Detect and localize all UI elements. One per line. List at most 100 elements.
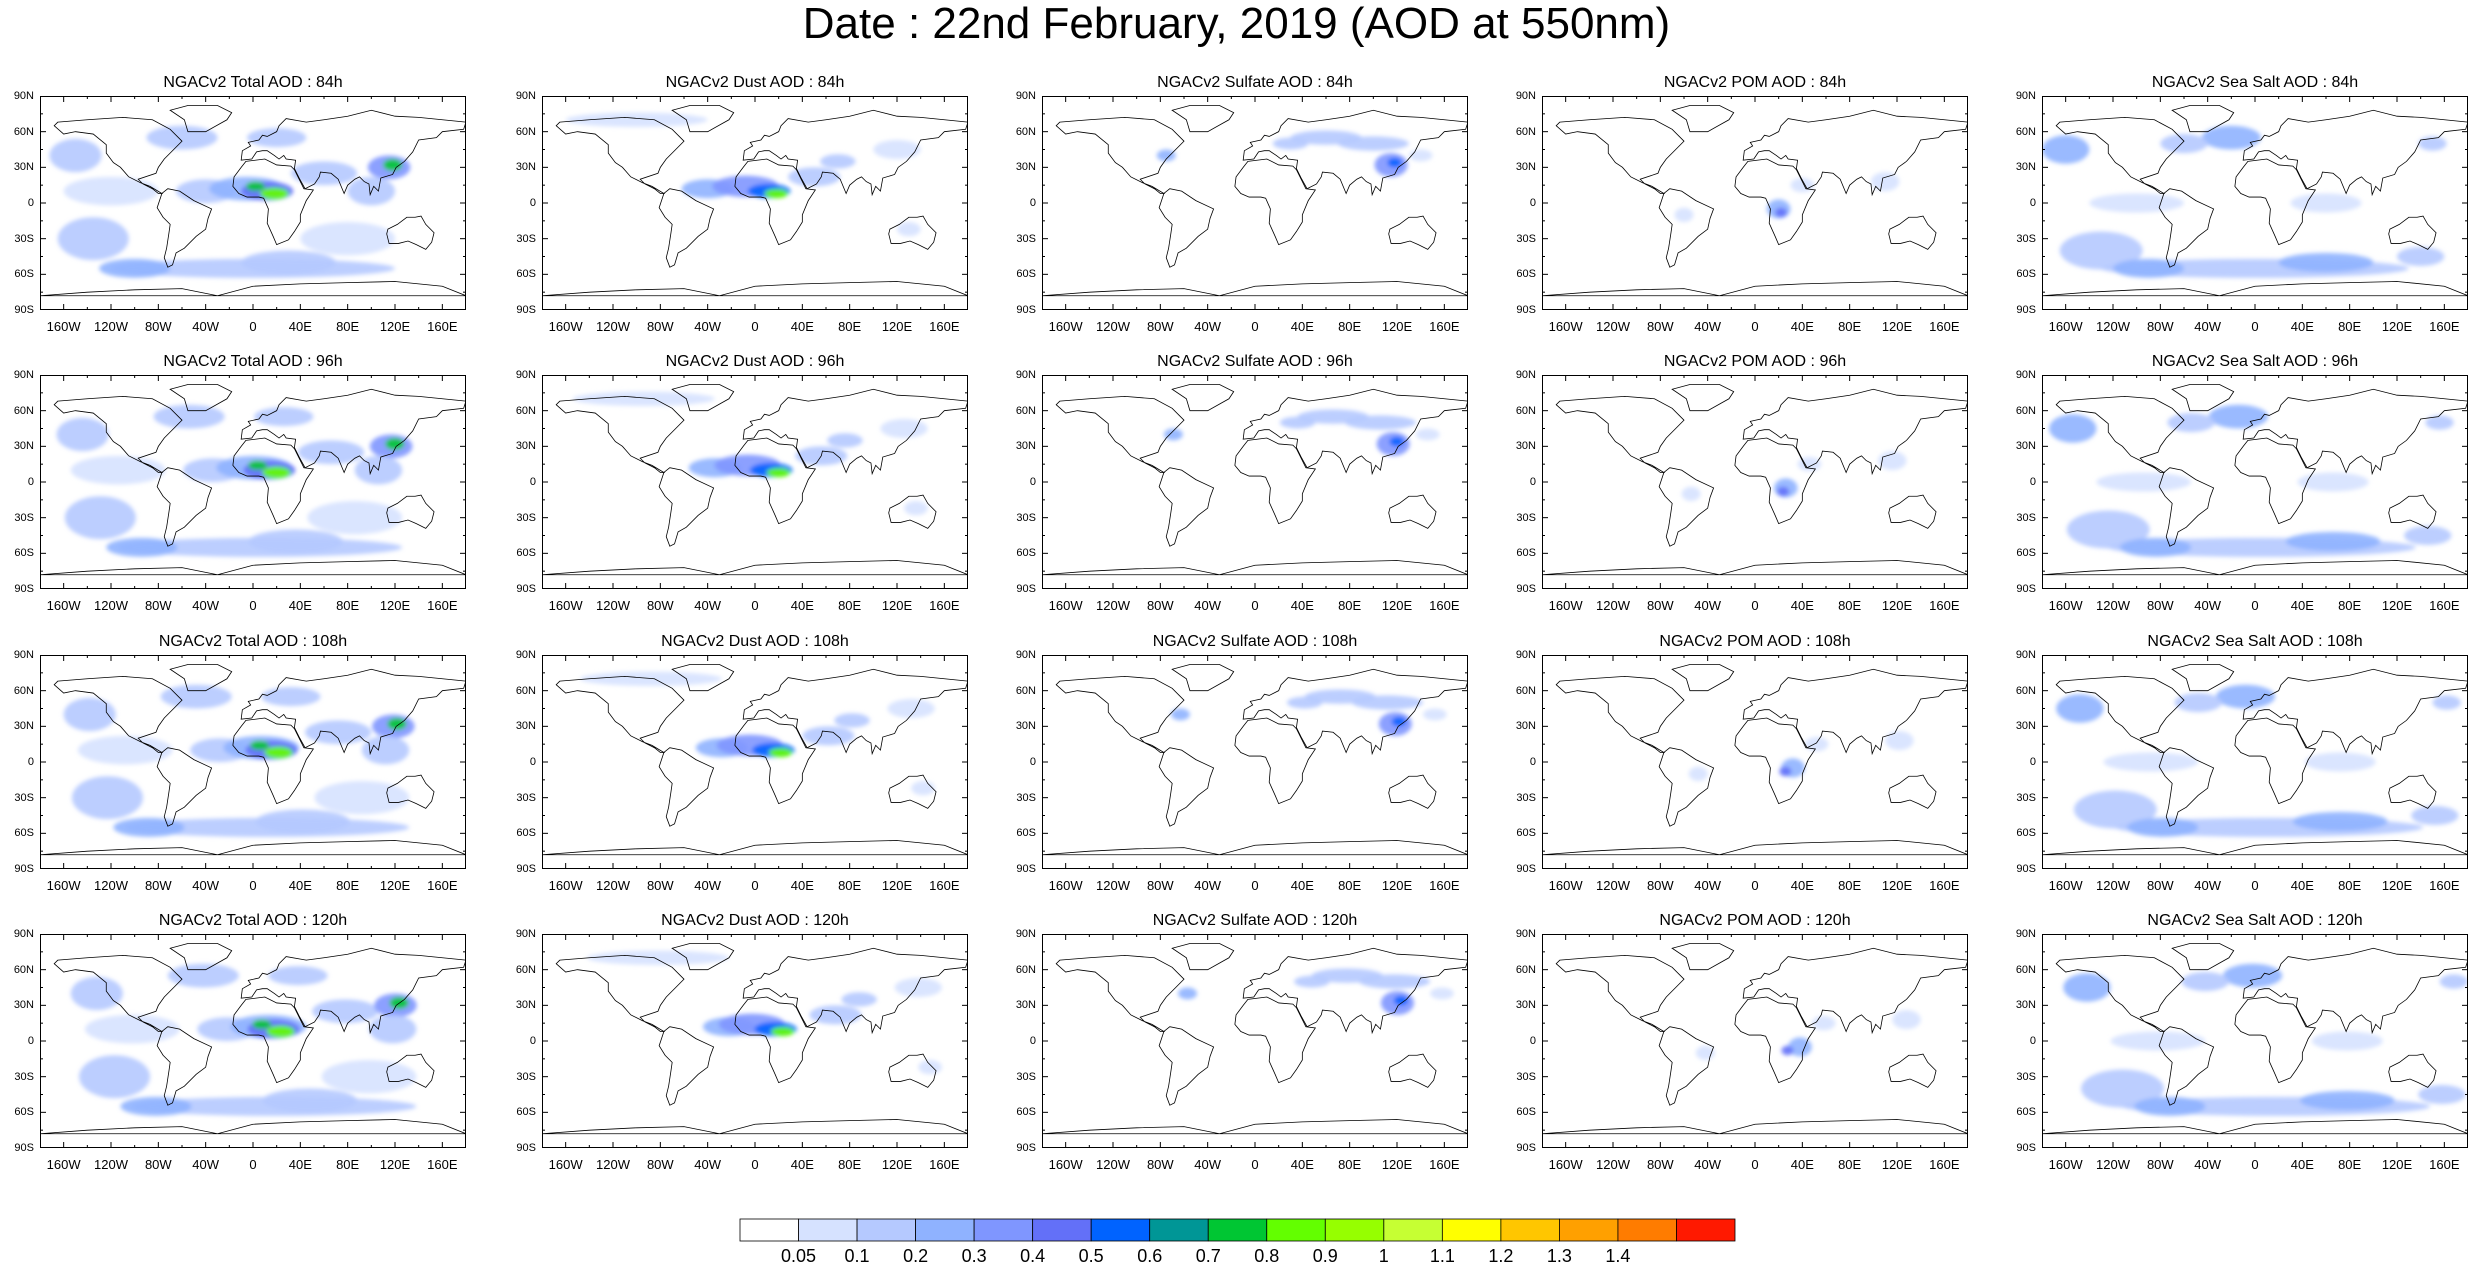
longitude-label: 120E [881,1157,913,1172]
panel-title: NGACv2 Total AOD : 96h [163,353,343,370]
aerosol-plume [2278,252,2374,272]
longitude-label: 40W [1694,598,1722,613]
aerosol-plume [2127,817,2199,837]
latitude-label: 90N [515,369,536,381]
latitude-label: 90N [1515,90,1536,102]
latitude-label: 90N [515,928,536,940]
aerosol-plume [894,977,942,998]
aerosol-plume [70,455,166,485]
longitude-label: 160W [46,878,81,893]
longitude-label: 80E [1338,598,1362,613]
aerosol-plume [911,781,935,796]
colorbar-label: 1.1 [1429,1246,1455,1266]
latitude-label: 0 [529,1035,536,1047]
aod-map [1542,375,1968,589]
coastline [240,109,466,197]
aerosol-plume [153,404,225,429]
coastline [2055,116,2185,194]
coastline [1158,467,1215,547]
aerosol-plume [1878,451,1907,471]
colorbar-label: 0.3 [961,1246,987,1266]
longitude-label: 0 [1251,1157,1259,1172]
aerosol-plume [918,1060,942,1075]
coastline [671,943,735,971]
aerosol-plume [63,176,159,206]
coastline [1242,388,1468,476]
latitude-label: 60S [14,1106,34,1119]
longitude-label: 160E [2429,598,2460,613]
coastline [888,215,937,250]
latitude-label: 30S [1516,791,1536,804]
longitude-label: 80W [1146,598,1174,613]
longitude-label: 160E [427,598,458,613]
latitude-label: 90N [13,928,34,940]
coastline [1734,996,1817,1084]
latitude-label: 30N [1015,161,1036,174]
longitude-label: 160E [1929,319,1960,334]
coastline [2242,668,2468,756]
latitude-label: 0 [2029,756,2036,768]
aerosol-plume [2397,246,2445,267]
aerosol-plume [1389,436,1404,447]
coastline [555,675,685,753]
aerosol-plume [1337,136,1409,151]
latitude-label: 60N [2015,684,2036,697]
coastline [542,560,968,576]
latitude-label: 30S [1016,791,1036,804]
longitude-label: 40W [1194,1157,1222,1172]
longitude-label: 160W [548,319,583,334]
panel-title: NGACv2 Sulfate AOD : 120h [1152,912,1358,929]
panel-title: NGACv2 Sea Salt AOD : 96h [2151,353,2359,370]
aerosol-plume [887,698,935,719]
coastline [1742,668,1968,756]
longitude-label: 0 [2251,1157,2259,1172]
aerosol-plume [788,167,841,187]
coastline [555,954,685,1032]
aerosol-plume [255,809,351,834]
latitude-label: 60N [1015,404,1036,417]
coastline [40,560,466,576]
aerosol-plume [1674,207,1694,223]
aerosol-plume [2049,414,2097,443]
longitude-label: 160E [929,598,960,613]
coastline [232,437,315,525]
aerosol-plume [167,963,239,988]
panel-title: NGACv2 Sulfate AOD : 96h [1157,353,1353,370]
colorbar-label: 0.1 [844,1246,870,1266]
longitude-label: 120E [1381,1157,1413,1172]
aerosol-plume [768,747,793,758]
coastline [1388,1053,1437,1088]
coastline [240,388,466,476]
colorbar-swatch [1559,1218,1619,1242]
longitude-label: 40E [1790,319,1814,334]
latitude-label: 0 [1029,756,1036,768]
coastline [1671,105,1735,133]
aerosol-plume [2059,231,2143,270]
coastline [1542,1119,1968,1135]
coastline [742,668,968,756]
aerosol-plume [586,950,729,965]
coastline [1658,1026,1715,1106]
latitude-label: 60N [1515,404,1536,417]
aerosol-plume [2089,193,2184,213]
latitude-label: 30N [515,999,536,1012]
latitude-label: 30N [1015,999,1036,1012]
longitude-label: 80W [646,878,674,893]
latitude-label: 30S [1016,232,1036,245]
latitude-label: 60S [14,547,34,560]
aerosol-plume [56,417,109,452]
coastline [386,1053,435,1088]
aerosol-plume [49,138,102,173]
coastline [1742,947,1968,1035]
coastline [1542,281,1968,297]
latitude-label: 60S [14,827,34,840]
latitude-label: 60S [2016,1106,2036,1119]
coastline [1234,437,1317,525]
coastline [386,215,435,250]
latitude-label: 30S [2016,791,2036,804]
longitude-label: 80E [838,878,862,893]
aerosol-plume [1163,428,1183,441]
aod-map [40,375,466,589]
coastline [1171,105,1235,133]
aod-map [1042,96,1468,310]
